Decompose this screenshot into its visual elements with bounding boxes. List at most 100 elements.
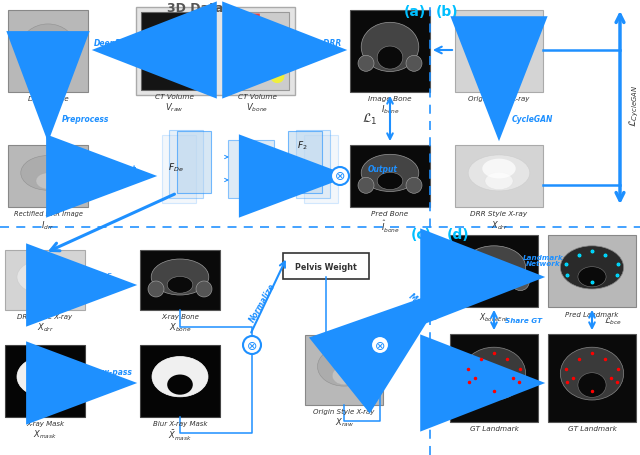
Text: (b): (b) [436, 5, 458, 19]
Ellipse shape [36, 173, 60, 190]
Text: Pred Bone: Pred Bone [371, 211, 408, 217]
FancyBboxPatch shape [305, 335, 383, 405]
Ellipse shape [272, 37, 287, 67]
FancyBboxPatch shape [140, 250, 220, 310]
Text: X-ray Bone: X-ray Bone [161, 313, 199, 319]
Ellipse shape [152, 357, 208, 397]
Text: $X_{boneEnh}$: $X_{boneEnh}$ [479, 311, 509, 324]
Circle shape [243, 336, 261, 354]
Text: $\mathcal{L}_{bce}$: $\mathcal{L}_{bce}$ [604, 314, 622, 326]
Ellipse shape [462, 246, 525, 289]
Text: $V_{bone}$: $V_{bone}$ [246, 102, 268, 114]
FancyBboxPatch shape [350, 146, 430, 207]
Ellipse shape [561, 246, 623, 289]
FancyBboxPatch shape [224, 13, 289, 91]
Ellipse shape [231, 29, 282, 82]
Ellipse shape [30, 263, 60, 283]
Text: $X_{bone}$: $X_{bone}$ [169, 321, 191, 334]
Ellipse shape [578, 267, 606, 287]
Circle shape [358, 178, 374, 194]
Text: $X_{mask}$: $X_{mask}$ [33, 428, 57, 440]
Text: (d): (d) [447, 228, 470, 242]
Text: $F_2$: $F_2$ [297, 139, 307, 152]
Ellipse shape [32, 277, 58, 293]
Ellipse shape [377, 173, 403, 190]
Text: Input: Input [114, 164, 136, 173]
Text: $F_1$: $F_1$ [246, 163, 257, 176]
Ellipse shape [468, 156, 530, 192]
FancyBboxPatch shape [8, 146, 88, 207]
Ellipse shape [21, 156, 76, 191]
Ellipse shape [17, 260, 73, 295]
Text: DRR Image: DRR Image [28, 96, 68, 102]
Text: $X_{drr}$: $X_{drr}$ [490, 218, 508, 231]
Text: Landmark
Network: Landmark Network [523, 254, 563, 267]
Text: DeepDRR: DeepDRR [302, 38, 342, 47]
Ellipse shape [36, 48, 60, 69]
Ellipse shape [227, 37, 241, 67]
Text: $\mathcal{L}_1$: $\mathcal{L}_1$ [362, 111, 378, 126]
FancyBboxPatch shape [455, 11, 543, 93]
FancyBboxPatch shape [5, 345, 85, 417]
Text: Origin Style X-ray: Origin Style X-ray [468, 96, 530, 102]
Ellipse shape [332, 367, 356, 385]
Circle shape [228, 70, 243, 84]
Circle shape [406, 56, 422, 72]
Text: ⊗: ⊗ [335, 170, 345, 183]
Ellipse shape [32, 375, 58, 395]
FancyBboxPatch shape [283, 253, 369, 279]
Ellipse shape [485, 173, 513, 190]
Ellipse shape [483, 159, 516, 179]
Circle shape [150, 56, 165, 71]
Text: ⊗: ⊗ [247, 339, 257, 352]
Circle shape [270, 70, 284, 84]
Circle shape [406, 178, 422, 194]
FancyBboxPatch shape [141, 13, 206, 91]
Ellipse shape [361, 23, 419, 72]
Text: $X_{raw}$: $X_{raw}$ [490, 104, 508, 116]
Circle shape [511, 273, 529, 291]
Text: (c): (c) [411, 228, 432, 242]
FancyBboxPatch shape [162, 136, 196, 203]
Text: $F_{De}$: $F_{De}$ [106, 271, 120, 283]
Ellipse shape [485, 47, 513, 70]
FancyBboxPatch shape [296, 131, 330, 198]
Ellipse shape [377, 47, 403, 70]
Ellipse shape [317, 347, 371, 386]
Circle shape [148, 281, 164, 298]
Circle shape [459, 273, 476, 291]
Text: (a): (a) [404, 5, 426, 19]
FancyBboxPatch shape [228, 141, 274, 198]
Ellipse shape [468, 24, 530, 71]
Text: $\mathcal{L}_{CycleGAN}$: $\mathcal{L}_{CycleGAN}$ [628, 85, 640, 127]
FancyBboxPatch shape [136, 8, 295, 96]
Ellipse shape [17, 357, 73, 397]
Circle shape [358, 56, 374, 72]
Text: Pelvis Weight: Pelvis Weight [295, 262, 357, 271]
Text: GT Landmark: GT Landmark [568, 425, 616, 431]
Text: DRR Style X-ray: DRR Style X-ray [470, 211, 527, 217]
FancyBboxPatch shape [548, 236, 636, 307]
Ellipse shape [167, 375, 193, 395]
Text: $X_{drr}$: $X_{drr}$ [36, 321, 54, 334]
Text: Image Bone: Image Bone [368, 96, 412, 102]
Text: $I_{drr}$: $I_{drr}$ [42, 218, 54, 231]
FancyBboxPatch shape [350, 11, 430, 93]
Text: $I_{drr}$: $I_{drr}$ [42, 104, 54, 116]
Text: $F_{De}$: $F_{De}$ [168, 162, 184, 174]
Text: Blur X-ray Mask: Blur X-ray Mask [153, 420, 207, 426]
Ellipse shape [361, 155, 419, 192]
Ellipse shape [462, 348, 525, 400]
Text: Pred Landmark: Pred Landmark [565, 311, 619, 317]
Text: DRR Style X-ray: DRR Style X-ray [17, 313, 72, 319]
FancyBboxPatch shape [455, 146, 543, 207]
Circle shape [331, 167, 349, 186]
FancyBboxPatch shape [5, 250, 85, 310]
FancyBboxPatch shape [140, 345, 220, 417]
Text: Transform: Transform [473, 388, 515, 394]
Text: Preprocess: Preprocess [62, 114, 109, 123]
Ellipse shape [480, 267, 508, 287]
Ellipse shape [561, 348, 623, 400]
Text: CycleGAN: CycleGAN [512, 114, 554, 123]
Text: CT Volume: CT Volume [237, 94, 276, 100]
